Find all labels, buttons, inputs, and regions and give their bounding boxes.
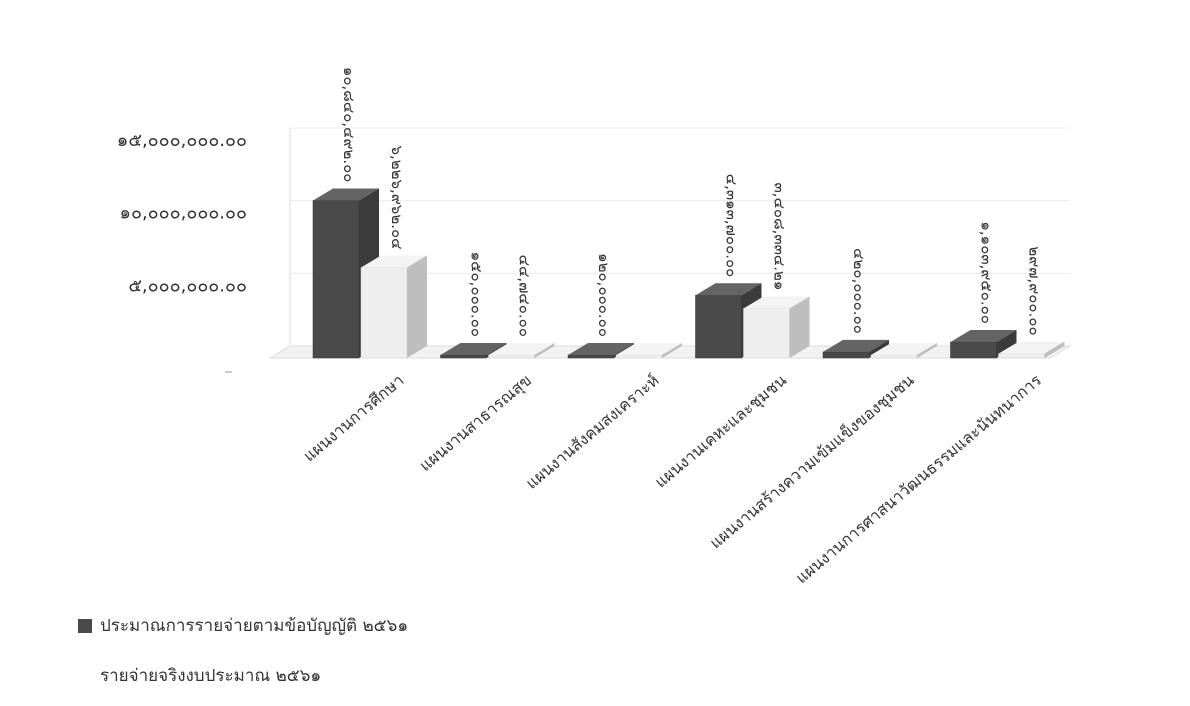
legend-item-actual: รายจ่ายจริงงบประมาณ ๒๕๖๑ [78,662,321,689]
data-label: ๑๒๐,๐๐๐.๐๐ [595,253,613,337]
bar [695,295,742,359]
legend-item-budget: ประมาณการรายจ่ายตามข้อบัญญัติ ๒๕๖๑ [78,612,408,639]
x-tick-label: แผนงานสร้างความเข้มแข็งของชุมชน [705,370,918,553]
data-label: ๖,๒๒๖,๙๖๒.๐๔ [388,145,406,249]
bar-top [743,296,810,309]
data-label: ๑๕๐,๐๐๐.๐๐ [468,252,486,337]
legend-label-actual: รายจ่ายจริงงบประมาณ ๒๕๖๑ [100,666,322,686]
bar-side [1044,341,1065,358]
bar-top [488,343,555,355]
bar [440,354,487,359]
bar [870,354,918,359]
bar-top [998,341,1065,354]
data-label: ๑,๑๐๓,๙๕๐.๐๐ [978,221,996,324]
bar-top [871,343,937,355]
bar-top [950,329,1017,342]
bar [488,354,535,359]
bar-side [789,296,810,358]
bar [822,351,870,359]
data-label: ๔๔,๗๔๐.๐๐ [516,255,534,337]
data-label: ๒๙๗,๙๐๐.๐๐ [1026,246,1044,335]
x-tick-label: แผนงานการศาสนาวัฒนธรรมและนันทนาการ [792,370,1046,587]
bar-top [313,188,379,201]
bar [615,354,663,359]
data-label: ๔๒๐,๐๐๐.๐๐ [850,248,868,334]
bar-top [695,283,762,296]
data-label: ๔,๓๑๓,๗๐๐.๐๐ [723,174,741,278]
bar-top [440,343,507,355]
y-tick-label: ๑๕,๐๐๐,๐๐๐.๐๐ [117,130,247,151]
bar-side [407,255,427,358]
bar-top [823,339,889,352]
bar [312,200,360,359]
x-tick-label: แผนงานสังคมสงเคราะห์ [522,371,663,493]
x-tick-label: แผนงานเคหะและชุมชน [651,370,791,492]
legend-swatch-actual [78,669,92,683]
bar-side [534,343,555,358]
bar [950,341,997,359]
data-label: ๓,๔๐๘,๓๓๔.๒๑ [771,183,789,291]
bar-side [996,329,1017,358]
y-tick-label: ๑๐,๐๐๐,๐๐๐.๐๐ [120,203,247,224]
bar [743,308,790,359]
bar-side [662,343,682,358]
x-tick-label: แผนงานสาธารณสุข [416,371,536,476]
x-tick-label: แผนงานการศึกษา [300,371,408,466]
legend-label-budget: ประมาณการรายจ่ายตามข้อบัญญัติ ๒๕๖๑ [100,616,409,636]
bar [567,354,615,359]
y-tick-label: ๕,๐๐๐,๐๐๐.๐๐ [128,275,247,296]
legend-swatch-budget [78,618,92,633]
bar-side [917,343,937,358]
bar-top [361,255,427,268]
bar-top [568,343,634,355]
bar [360,267,408,359]
bar-top [616,343,682,355]
bar [998,353,1045,359]
data-label: ๑๐,๘๔๐,๔๙๒.๐๐ [340,67,358,183]
